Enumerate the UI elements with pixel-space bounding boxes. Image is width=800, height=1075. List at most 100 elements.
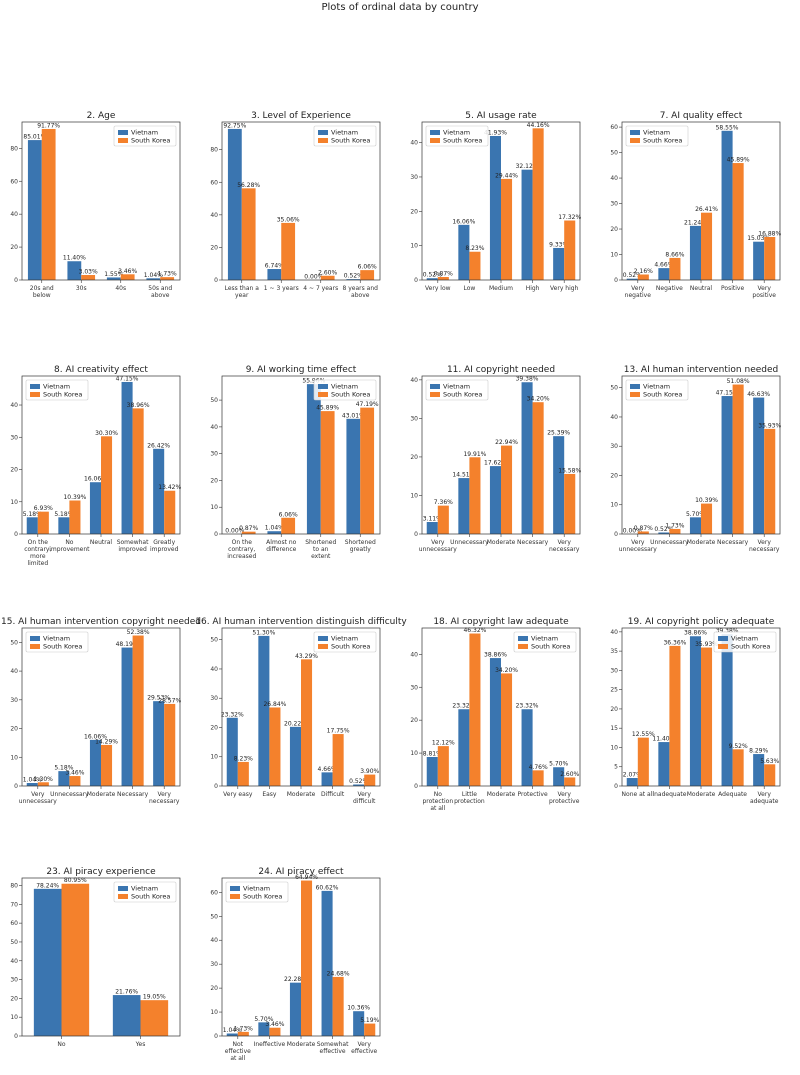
plot-frame (421, 121, 581, 281)
legend-swatch (118, 894, 128, 899)
bar-south-korea (164, 703, 176, 786)
chart-panel-7: 11. AI copyright needed 0 10 20 30 40 3.11% 7.3… (410, 365, 581, 553)
legend-swatch (318, 130, 328, 135)
y-tick-label: 80 (10, 883, 18, 890)
bar-vietnam (58, 771, 70, 786)
data-label: 5.63% (760, 758, 779, 765)
y-tick-label: 50 (10, 639, 18, 646)
y-tick-label: 10 (210, 1009, 218, 1016)
bar-south-korea (269, 1027, 281, 1036)
legend-box (313, 631, 377, 653)
y-tick-label: 20 (610, 706, 618, 713)
chart-panel-10: 16. AI human intervention distinguish di… (195, 617, 407, 805)
data-label: 2.60% (318, 269, 337, 276)
plot-frame (21, 121, 181, 281)
data-label: 14.51% (452, 472, 475, 479)
x-tick-label: Very necessary (549, 539, 580, 553)
bar-vietnam (267, 531, 282, 534)
y-tick-label: 20 (10, 244, 18, 251)
data-label: 35.93% (758, 422, 781, 429)
legend-swatch (30, 392, 40, 397)
data-label: 5.19% (360, 1017, 379, 1024)
x-tick-label: Not effective at all (225, 1041, 251, 1062)
bar-vietnam (258, 635, 270, 786)
legend-label: South Korea (331, 391, 370, 399)
bar-vietnam (489, 466, 501, 534)
x-tick-label: Unnecessary (650, 539, 689, 546)
chart-title: 3. Level of Experience (251, 111, 351, 121)
legend-label: South Korea (643, 137, 682, 145)
legend-swatch (118, 886, 128, 891)
bar-vietnam (346, 279, 361, 280)
x-tick-label: Positive (721, 285, 744, 292)
legend-label: South Korea (531, 643, 570, 651)
bar-vietnam (153, 701, 165, 786)
bar-vietnam (321, 772, 333, 786)
y-tick-label: 0 (214, 1033, 218, 1040)
data-label: 4.66% (318, 766, 337, 773)
bar-south-korea (437, 746, 449, 786)
legend-swatch (718, 644, 728, 649)
legend-swatch (118, 130, 128, 135)
y-tick-label: 0 (14, 277, 18, 284)
data-label: 28.57% (158, 697, 181, 704)
bar-south-korea (81, 275, 96, 280)
data-label: 0.00% (623, 528, 642, 535)
bar-south-korea (269, 707, 281, 786)
data-label: 46.63% (747, 391, 770, 398)
data-label: 51.08% (727, 378, 750, 385)
data-label: 39.38% (516, 376, 539, 383)
data-label: 8.29% (749, 748, 768, 755)
data-label: 16.06% (84, 733, 107, 740)
data-label: 48.19% (116, 641, 139, 648)
data-label: 1.73% (665, 522, 684, 529)
y-tick-label: 30 (210, 695, 218, 702)
bar-south-korea (764, 236, 776, 280)
data-label: 23.32% (516, 703, 539, 710)
x-tick-label: Very effective (351, 1041, 377, 1055)
data-label: 12.12% (432, 740, 455, 747)
bar-vietnam (346, 418, 361, 534)
bar-south-korea (37, 511, 49, 534)
bar-south-korea (669, 645, 681, 786)
bar-south-korea (437, 505, 449, 534)
chart-title: 2. Age (87, 111, 116, 121)
plot-frame (221, 375, 381, 535)
legend-box (313, 125, 377, 147)
y-tick-label: 50 (610, 385, 618, 392)
x-tick-label: Little protection (454, 791, 485, 805)
data-label: 4.66% (654, 262, 673, 269)
y-tick-label: 0 (614, 531, 618, 538)
bar-south-korea (101, 744, 113, 786)
chart-title: 19. AI copyright policy adequate (628, 617, 775, 627)
x-tick-label: None at all (622, 791, 655, 798)
y-tick-label: 20 (210, 724, 218, 731)
chart-panel-6: 9. AI working time effect 0 10 20 30 40 50 0.00… (210, 365, 381, 560)
bar-vietnam (306, 384, 321, 534)
data-label: 19.05% (143, 994, 166, 1001)
y-tick-label: 0 (214, 277, 218, 284)
bar-vietnam (521, 382, 533, 534)
data-label: 38.86% (484, 652, 507, 659)
x-tick-label: Very low (425, 285, 451, 292)
legend-label: South Korea (243, 893, 282, 901)
bar-south-korea (532, 770, 544, 786)
legend-swatch (318, 636, 328, 641)
bar-south-korea (37, 782, 49, 786)
chart-panel-13: 23. AI piracy experience 0 10 20 30 40 50 60 70 8… (10, 867, 181, 1048)
data-label: 8.23% (465, 245, 484, 252)
bar-south-korea (164, 490, 176, 534)
x-tick-label: 4 ~ 7 years (303, 285, 338, 292)
legend-box (225, 881, 289, 903)
y-tick-label: 20 (10, 726, 18, 733)
x-tick-label: Less than a year (225, 285, 260, 299)
data-label: 43.01% (342, 412, 365, 419)
x-tick-label: Somewhat improved (117, 539, 149, 553)
bar-south-korea (364, 1023, 376, 1036)
data-label: 16.88% (758, 230, 781, 237)
bar-vietnam (689, 225, 701, 280)
chart-panel-4: 7. AI quality effect 0 10 20 30 40 50 60 0.52%2.… (610, 111, 781, 299)
bar-south-korea (564, 220, 576, 280)
data-label: 6.93% (34, 505, 53, 512)
data-label: 45.89% (316, 405, 339, 412)
